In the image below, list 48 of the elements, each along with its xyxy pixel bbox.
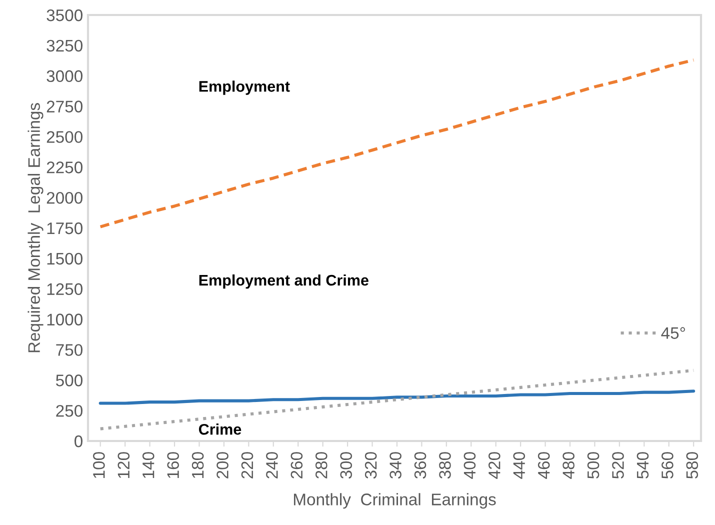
x-tick-label: 100 xyxy=(93,452,105,478)
y-tick-label: 1000 xyxy=(47,314,82,326)
y-tick-label: 1250 xyxy=(47,283,82,296)
x-tick-label: 220 xyxy=(241,452,254,478)
x-tick-label: 180 xyxy=(192,452,204,478)
y-tick-label: 3000 xyxy=(46,70,82,82)
x-tick-label: 420 xyxy=(488,452,500,479)
line-series xyxy=(98,58,696,228)
x-tick-label: 240 xyxy=(266,452,278,478)
x-tick-label: 360 xyxy=(414,452,426,479)
x-tick-label: 320 xyxy=(364,452,377,479)
y-tick-label: 2750 xyxy=(46,100,82,112)
x-tick-label: 140 xyxy=(142,452,154,478)
y-tick-label: 2250 xyxy=(46,162,82,174)
x-tick-label: 460 xyxy=(538,452,550,479)
x-axis-title: Monthly Criminal Earnings xyxy=(294,493,496,509)
y-tick-label: 750 xyxy=(56,344,82,356)
x-tick-label: 280 xyxy=(315,452,328,478)
y-tick-label: 500 xyxy=(56,374,82,386)
x-tick-label: 260 xyxy=(290,452,303,478)
annotation: Crime xyxy=(198,424,242,435)
line-series xyxy=(98,390,696,405)
x-tick-label: 340 xyxy=(390,452,402,479)
x-tick-label: 160 xyxy=(167,452,179,478)
y-tick-label: 3250 xyxy=(46,40,82,52)
x-tick-label: 440 xyxy=(513,452,526,479)
x-tick-label: 580 xyxy=(686,452,698,479)
y-tick-label: 250 xyxy=(56,404,82,417)
x-tick-label: 400 xyxy=(464,452,476,479)
y-tick-label: 2500 xyxy=(46,131,82,143)
y-tick-label: 1500 xyxy=(47,252,82,265)
y-tick-label: 2000 xyxy=(46,192,82,204)
y-tick-label: 3500 xyxy=(46,9,82,22)
x-tick-label: 120 xyxy=(118,452,130,478)
x-tick-label: 520 xyxy=(612,452,624,479)
legend-label: 45° xyxy=(661,327,685,339)
x-tick-label: 540 xyxy=(636,452,649,479)
y-tick-label: 1750 xyxy=(47,222,82,234)
x-tick-label: 300 xyxy=(340,452,352,479)
y-axis-title: Required Monthly Legal Earnings xyxy=(28,103,44,352)
x-tick-label: 380 xyxy=(439,452,451,479)
x-tick-label: 200 xyxy=(216,452,228,478)
x-tick-label: 480 xyxy=(562,452,574,479)
x-tick-label: 500 xyxy=(587,452,600,479)
y-tick-label: 0 xyxy=(74,435,82,448)
x-tick-label: 560 xyxy=(662,452,674,479)
annotation: Employment and Crime xyxy=(199,274,368,289)
annotation: Employment xyxy=(199,80,290,95)
